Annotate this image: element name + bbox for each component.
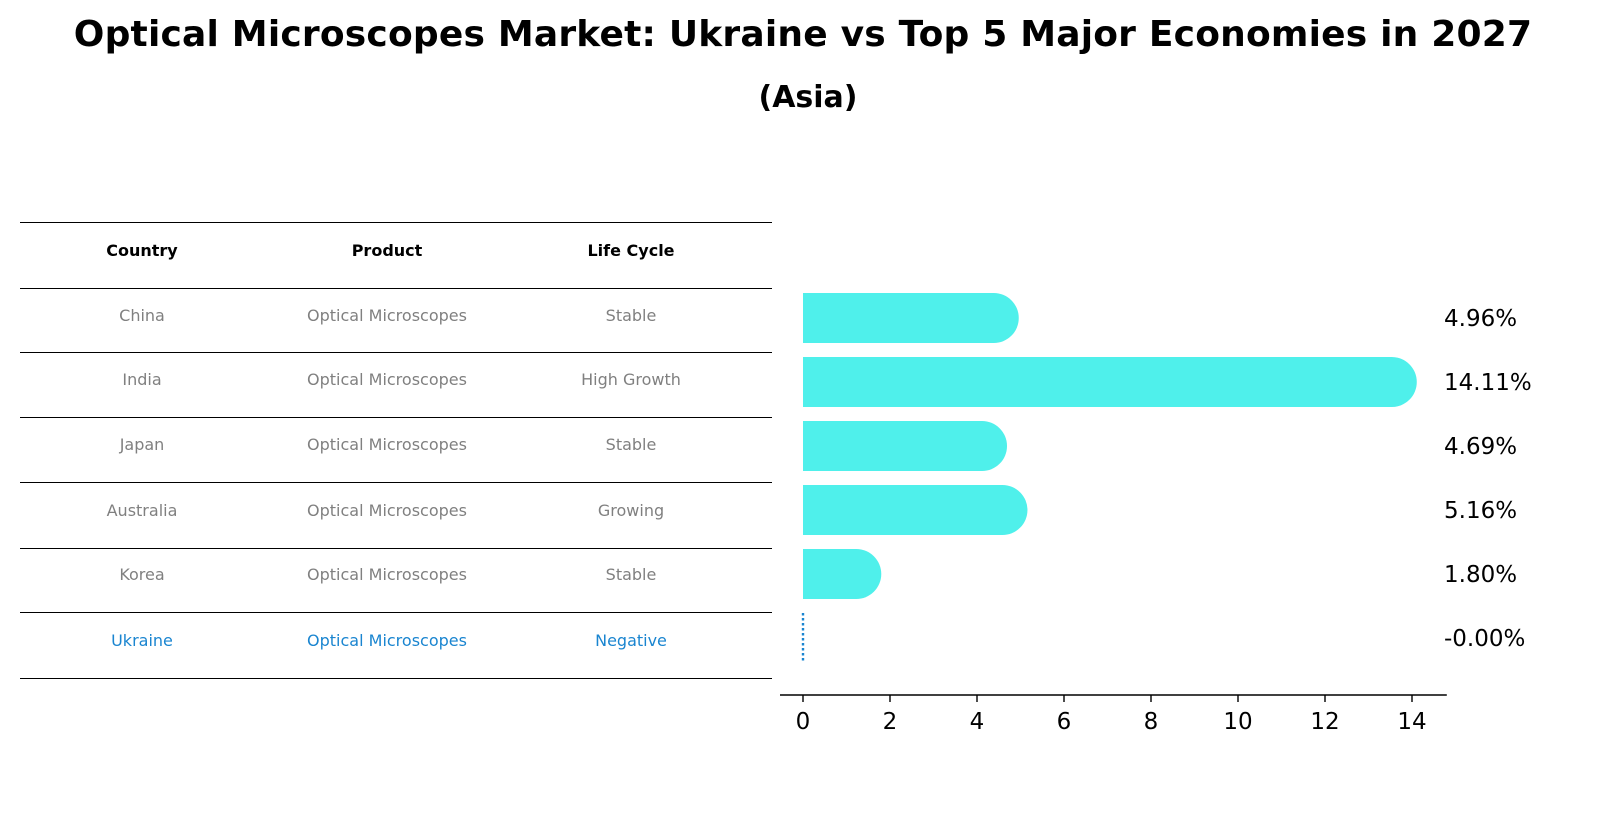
bar bbox=[803, 485, 1028, 535]
table-cell-life-cycle: Growing bbox=[597, 501, 665, 520]
chart-title: Optical Microscopes Market: Ukraine vs T… bbox=[73, 14, 1533, 55]
x-tick-label: 6 bbox=[1057, 709, 1072, 735]
bar-value-label: -0.00% bbox=[1444, 626, 1525, 652]
bar-chart: 4.96% 14.11% 4.69% 5.16% 1.80% -0.00% 0 2 4 6 8 10 1… bbox=[780, 293, 1532, 735]
x-tick-label: 10 bbox=[1223, 709, 1252, 735]
table-cell-country: China bbox=[119, 306, 165, 325]
header-country: Country bbox=[106, 241, 178, 260]
table-rule bbox=[20, 352, 772, 353]
table-cell-product: Optical Microscopes bbox=[307, 501, 467, 520]
bar-value-label: 4.69% bbox=[1444, 434, 1517, 460]
x-tick-label: 14 bbox=[1397, 709, 1426, 735]
table-rule bbox=[20, 417, 772, 418]
header-life-cycle: Life Cycle bbox=[587, 241, 675, 260]
table-rule bbox=[20, 548, 772, 549]
table-cell-life-cycle: Stable bbox=[605, 435, 657, 454]
x-tick-label: 12 bbox=[1310, 709, 1339, 735]
table-cell-country: Korea bbox=[119, 565, 165, 584]
table-cell-product: Optical Microscopes bbox=[307, 306, 467, 325]
table-cell-product: Optical Microscopes bbox=[307, 631, 467, 650]
table-cell-product: Optical Microscopes bbox=[307, 370, 467, 389]
table-cell-life-cycle: Stable bbox=[605, 565, 657, 584]
bar-value-label: 4.96% bbox=[1444, 306, 1517, 332]
table-rule bbox=[20, 612, 772, 613]
table-cell-country: India bbox=[122, 370, 162, 389]
x-tick-label: 0 bbox=[796, 709, 811, 735]
table-cell-country: Japan bbox=[119, 435, 165, 454]
table-rule bbox=[20, 482, 772, 483]
table-cell-life-cycle: Negative bbox=[595, 631, 667, 650]
bar-value-label: 5.16% bbox=[1444, 498, 1517, 524]
bar-value-label: 14.11% bbox=[1444, 370, 1532, 396]
chart-subtitle: (Asia) bbox=[758, 80, 858, 115]
bar bbox=[803, 421, 1008, 471]
x-tick-label: 2 bbox=[883, 709, 898, 735]
x-tick-label: 8 bbox=[1144, 709, 1159, 735]
bar bbox=[803, 549, 882, 599]
bar-value-label: 1.80% bbox=[1444, 562, 1517, 588]
table-cell-product: Optical Microscopes bbox=[307, 435, 467, 454]
table-rule bbox=[20, 288, 772, 289]
table-cell-country: Ukraine bbox=[111, 631, 173, 650]
x-tick-label: 4 bbox=[970, 709, 985, 735]
table-rule bbox=[20, 678, 772, 679]
bar bbox=[803, 357, 1417, 407]
table-cell-country: Australia bbox=[106, 501, 178, 520]
bar bbox=[803, 293, 1019, 343]
table-rule bbox=[20, 222, 772, 223]
table-cell-product: Optical Microscopes bbox=[307, 565, 467, 584]
table-cell-life-cycle: High Growth bbox=[581, 370, 681, 389]
table-cell-life-cycle: Stable bbox=[605, 306, 657, 325]
header-product: Product bbox=[351, 241, 423, 260]
